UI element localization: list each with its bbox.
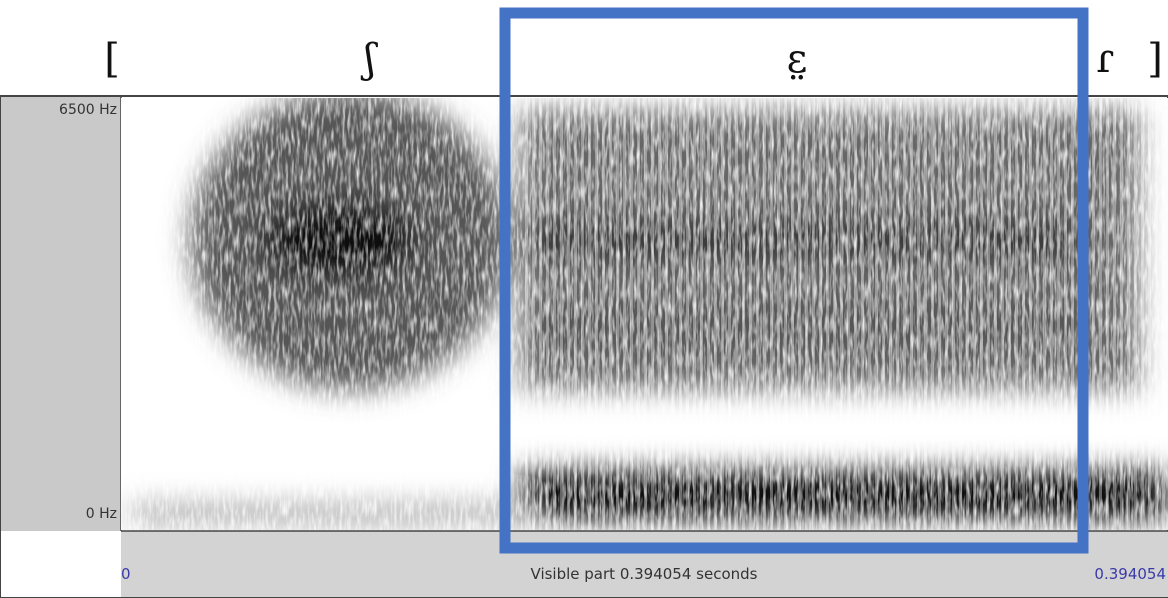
- segment-label: ʃ: [361, 36, 379, 82]
- time-end-label: 0.394054: [1094, 565, 1166, 583]
- bracket-close: ]: [1147, 36, 1163, 82]
- spectrogram: [121, 98, 1168, 530]
- bracket-open: [: [104, 36, 120, 82]
- time-start-label: 0: [121, 565, 131, 583]
- segment-label: ɛ̤: [787, 36, 808, 82]
- segment-label: ɾ: [1096, 36, 1114, 82]
- visible-part-label: Visible part 0.394054 seconds: [531, 565, 758, 583]
- highlight-box: [499, 7, 1089, 554]
- glottal-pulses: [525, 98, 1168, 530]
- time-bar: [121, 531, 1168, 597]
- freq-axis-area: [1, 97, 121, 531]
- freq-min-label: 0 Hz: [86, 506, 117, 522]
- freq-max-label: 6500 Hz: [59, 102, 117, 118]
